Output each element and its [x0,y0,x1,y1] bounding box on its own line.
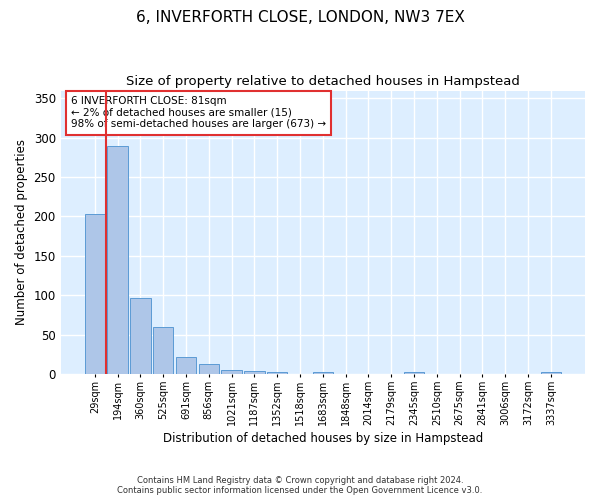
Text: 6, INVERFORTH CLOSE, LONDON, NW3 7EX: 6, INVERFORTH CLOSE, LONDON, NW3 7EX [136,10,464,25]
Y-axis label: Number of detached properties: Number of detached properties [15,139,28,325]
Bar [244,370,265,374]
Title: Size of property relative to detached houses in Hampstead: Size of property relative to detached ho… [126,75,520,88]
X-axis label: Distribution of detached houses by size in Hampstead: Distribution of detached houses by size … [163,432,483,445]
Text: Contains HM Land Registry data © Crown copyright and database right 2024.
Contai: Contains HM Land Registry data © Crown c… [118,476,482,495]
Bar [199,364,219,374]
Bar [130,298,151,374]
Text: 6 INVERFORTH CLOSE: 81sqm
← 2% of detached houses are smaller (15)
98% of semi-d: 6 INVERFORTH CLOSE: 81sqm ← 2% of detach… [71,96,326,130]
Bar [107,146,128,374]
Bar [176,356,196,374]
Bar [221,370,242,374]
Bar [404,372,424,374]
Bar [85,214,105,374]
Bar [541,372,561,374]
Bar [153,328,173,374]
Bar [267,372,287,374]
Bar [313,372,333,374]
